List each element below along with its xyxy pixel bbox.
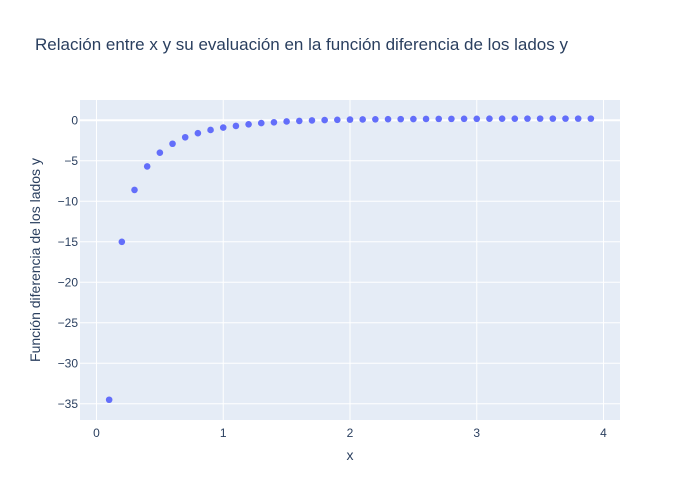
y-axis-label: Función diferencia de los lados y	[27, 158, 43, 362]
data-point	[232, 122, 240, 130]
y-tick-label: −25	[58, 316, 79, 330]
data-point	[384, 115, 392, 123]
data-point	[486, 115, 493, 123]
data-point	[156, 149, 164, 156]
data-point	[219, 124, 227, 131]
data-point	[562, 115, 569, 122]
y-tick-label: −20	[58, 275, 79, 289]
data-point	[460, 115, 468, 123]
data-point	[397, 115, 405, 123]
data-point	[524, 115, 531, 122]
data-point	[245, 121, 252, 128]
y-axis-ticks: 0 −5 −10 −15 −20 −25 −30 −35	[58, 113, 79, 411]
data-point	[473, 115, 481, 123]
data-point	[410, 115, 417, 123]
data-point	[422, 115, 430, 123]
data-point	[334, 116, 341, 124]
data-point	[346, 116, 354, 123]
data-point	[321, 116, 328, 124]
data-point	[257, 119, 265, 127]
data-point	[295, 117, 303, 125]
x-tick-label: 3	[473, 426, 480, 440]
data-point	[118, 238, 126, 246]
y-tick-label: −35	[58, 397, 79, 411]
data-point	[143, 163, 151, 170]
data-point	[181, 133, 189, 141]
data-point	[587, 115, 595, 122]
y-tick-label: −10	[58, 194, 79, 208]
y-tick-label: 0	[71, 113, 78, 127]
data-point	[308, 117, 316, 124]
data-point	[536, 115, 544, 122]
data-point	[270, 118, 278, 126]
x-axis-ticks: 0 1 2 3 4	[93, 426, 607, 440]
x-tick-label: 2	[347, 426, 354, 440]
data-point	[448, 115, 455, 123]
data-point	[283, 118, 290, 125]
chart-title: Relación entre x y su evaluación en la f…	[35, 35, 568, 54]
data-point	[105, 396, 113, 404]
data-point	[498, 115, 506, 123]
x-tick-label: 4	[600, 426, 607, 440]
y-tick-label: −15	[58, 235, 79, 249]
y-tick-label: −5	[64, 154, 78, 168]
data-point	[131, 186, 138, 194]
data-point	[372, 115, 379, 123]
x-tick-label: 1	[220, 426, 227, 440]
data-point	[511, 115, 519, 123]
data-point	[207, 126, 214, 134]
data-point	[574, 115, 582, 122]
data-point	[549, 115, 557, 122]
y-tick-label: −30	[58, 356, 79, 370]
data-point	[194, 129, 202, 137]
data-point	[435, 115, 443, 123]
x-tick-label: 0	[93, 426, 100, 440]
data-point	[359, 116, 366, 123]
data-points	[105, 115, 595, 404]
data-point	[169, 140, 176, 148]
x-axis-label: x	[347, 447, 354, 463]
